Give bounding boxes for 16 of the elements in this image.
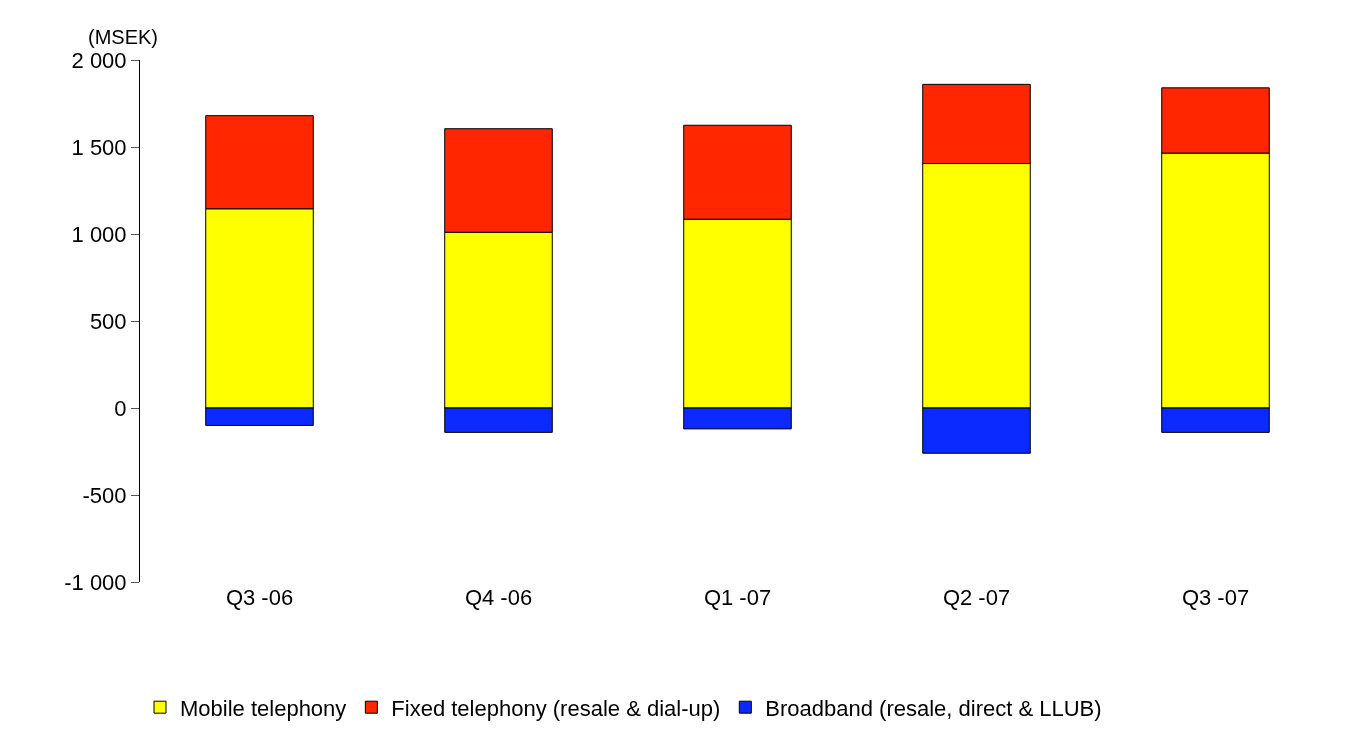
y-tick-label: 0: [114, 395, 127, 421]
y-tick-label: -500: [82, 482, 127, 508]
legend-label: Mobile telephony: [180, 695, 347, 721]
y-tick-label: 1 500: [71, 134, 127, 160]
y-tick-label: -1 000: [64, 569, 127, 595]
legend-label: Fixed telephony (resale & dial-up): [391, 695, 721, 721]
y-axis-title: (MSEK): [88, 26, 158, 48]
x-tick-label: Q3 -06: [225, 585, 294, 610]
x-tick-label: Q4 -06: [464, 585, 533, 610]
x-tick-label: Q1 -07: [703, 585, 772, 610]
y-tick-label: 500: [89, 308, 127, 334]
legend-label: Broadband (resale, direct & LLUB): [765, 695, 1102, 721]
y-tick-label: 1 000: [71, 221, 127, 247]
x-tick-label: Q2 -07: [942, 585, 1011, 610]
x-tick-label: Q3 -07: [1181, 585, 1250, 610]
y-tick-label: 2 000: [71, 47, 127, 73]
